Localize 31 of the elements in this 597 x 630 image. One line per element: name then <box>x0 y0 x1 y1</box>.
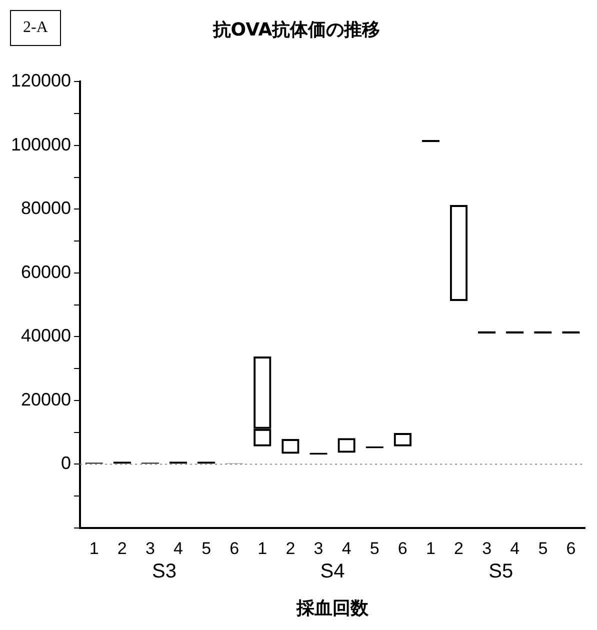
x-tick-label: 5 <box>538 538 548 558</box>
x-tick-label: 6 <box>230 538 240 558</box>
y-tick-label: 120000 <box>10 70 72 91</box>
x-tick-label: 1 <box>426 538 436 558</box>
x-tick-label: 6 <box>398 538 408 558</box>
x-tick-label: 5 <box>202 538 212 558</box>
text: 2-A <box>10 10 61 46</box>
x-axis-title: 採血回数 <box>296 598 370 619</box>
x-tick-label: 5 <box>370 538 380 558</box>
x-tick-label: 1 <box>258 538 268 558</box>
y-tick-label: 20000 <box>21 389 72 410</box>
x-tick-label: 3 <box>314 538 324 558</box>
x-tick-label: 4 <box>510 538 520 558</box>
x-tick-label: 6 <box>566 538 576 558</box>
y-tick-label: 60000 <box>21 262 72 282</box>
chart-title: 抗OVA抗体価の推移 <box>212 19 380 40</box>
y-tick-label: 80000 <box>21 198 72 218</box>
x-tick-label: 3 <box>145 538 155 558</box>
text: S3 <box>152 560 176 583</box>
x-tick-label: 2 <box>117 538 127 558</box>
text: S4 <box>320 560 345 583</box>
text: S5 <box>488 560 514 583</box>
y-tick-label: 0 <box>61 453 72 474</box>
y-tick-label: 40000 <box>21 326 72 346</box>
y-tick-label: 100000 <box>10 134 72 154</box>
x-tick-label: 4 <box>342 538 352 558</box>
x-tick-label: 1 <box>89 538 99 558</box>
x-tick-label: 2 <box>454 538 464 558</box>
x-tick-label: 4 <box>174 538 183 558</box>
x-tick-label: 3 <box>482 538 492 558</box>
x-tick-label: 2 <box>286 538 296 558</box>
